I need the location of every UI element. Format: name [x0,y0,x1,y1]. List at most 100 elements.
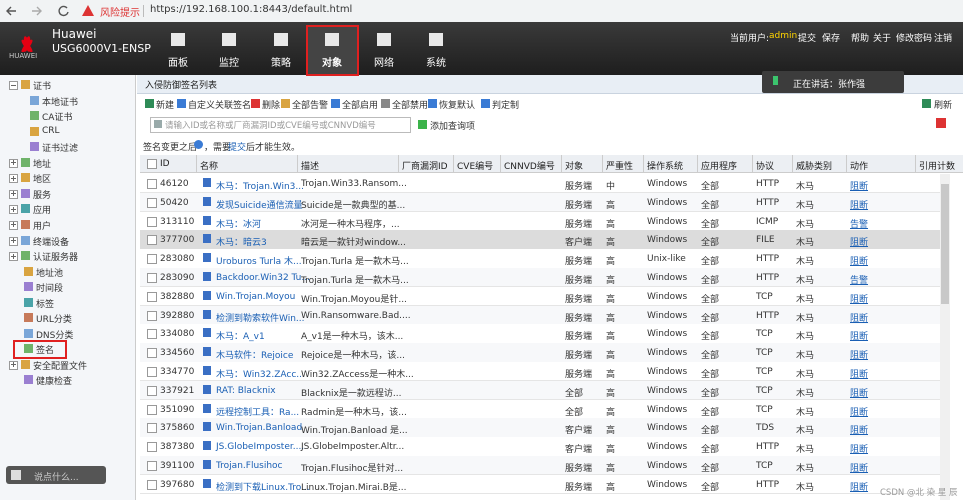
help-icon[interactable] [194,140,203,149]
search-placeholder[interactable]: 请输入ID或名称或厂商漏洞ID或CVE编号或CNNVD编号 [165,121,376,131]
table-row[interactable] [140,192,940,212]
column-header[interactable]: 动作 [850,162,869,172]
tree-label[interactable]: URL分类 [36,315,72,326]
table-row[interactable] [140,286,940,306]
table-row[interactable] [140,211,940,231]
table-row[interactable] [140,343,940,362]
chat-box[interactable] [6,466,106,484]
tree-label[interactable]: 地址池 [36,268,64,279]
add-query[interactable]: 添加查询项 [430,122,476,132]
url[interactable]: https://192.168.100.1:8443/default.html [150,4,353,15]
column-header[interactable]: CNNVD编号 [504,162,555,172]
row-checkbox[interactable] [147,254,157,265]
toolbar-icon[interactable] [381,99,390,108]
column-header[interactable]: 描述 [301,162,320,172]
toolbar-button[interactable]: 全部启用 [342,101,379,111]
cell-name[interactable]: JS.GlobeImposter.... [216,442,305,453]
table-row[interactable] [140,249,940,268]
column-header[interactable]: 严重性 [606,162,634,172]
nav-label[interactable]: 网络 [374,58,394,69]
tree-label[interactable]: 应用 [33,206,52,217]
toolbar-icon[interactable] [177,99,186,108]
table-row[interactable] [140,474,940,494]
row-checkbox[interactable] [147,385,157,396]
cell-action[interactable]: 阻断 [850,257,869,268]
row-checkbox[interactable] [147,216,157,227]
column-header[interactable]: 名称 [200,162,219,172]
row-checkbox[interactable] [147,442,157,453]
row-checkbox[interactable] [147,179,157,189]
cell-name[interactable]: 木马：A_v1 [216,332,265,343]
column-header[interactable]: 厂商漏洞ID [402,162,448,172]
row-checkbox[interactable] [147,197,157,208]
tree-label[interactable]: 地址 [33,159,52,170]
tree-label[interactable]: 签名 [36,346,55,357]
cell-name[interactable]: 木马软件：Rejoice [216,351,294,362]
cell-action[interactable]: 阻断 [850,332,869,343]
nav-icon[interactable] [377,33,391,46]
table-row[interactable] [140,305,940,325]
header-link[interactable]: 修改密码 [896,34,933,44]
column-header[interactable]: 协议 [756,162,775,172]
cell-name[interactable]: 木马：暗云3 [216,238,267,249]
row-checkbox[interactable] [147,291,157,302]
cell-action[interactable]: 阻断 [850,426,869,437]
toolbar-icon[interactable] [145,99,154,108]
risk-warning[interactable]: 风险提示 [100,8,140,19]
cell-name[interactable]: 木马：冰河 [216,219,262,230]
cell-name[interactable]: Trojan.Flusihoc [216,461,283,471]
tree-label[interactable]: 安全配置文件 [33,361,88,372]
cell-name[interactable]: 木马：Win32.ZAcc... [216,370,305,380]
table-row[interactable] [140,324,940,344]
cell-action[interactable]: 告警 [850,276,869,286]
cell-action[interactable]: 告警 [850,219,869,230]
tree-label[interactable]: 服务 [33,190,52,201]
cell-name[interactable]: 检测到勒索软件Win... [216,313,305,324]
tree-label[interactable]: 认证服务器 [33,253,79,264]
table-row[interactable] [140,456,940,475]
tree-label[interactable]: 终端设备 [33,237,70,248]
row-checkbox[interactable] [147,235,157,246]
cell-name[interactable]: Win.Trojan.Moyou [216,291,296,302]
row-checkbox[interactable] [147,367,157,377]
cell-name[interactable]: 木马：Trojan.Win3... [216,182,304,192]
row-checkbox[interactable] [147,461,157,471]
search-input[interactable] [150,117,411,133]
cell-action[interactable]: 阻断 [850,294,869,305]
header-link[interactable]: 帮助 [851,34,870,44]
toolbar-icon[interactable] [481,99,490,108]
tree-label[interactable]: DNS分类 [36,330,74,341]
cell-name[interactable]: Backdoor.Win32 Tu... [216,273,310,283]
tree-label[interactable]: 标签 [36,299,55,310]
add-icon[interactable] [418,120,427,129]
scroll-thumb[interactable] [941,184,949,304]
nav-icon[interactable] [171,33,185,46]
cell-action[interactable]: 阻断 [850,445,869,456]
table-row[interactable] [140,174,940,193]
cell-action[interactable]: 阻断 [850,482,869,493]
tree-label[interactable]: 时间段 [36,284,64,295]
header-link[interactable]: 关于 [873,34,892,44]
tree-label[interactable]: CRL [42,125,60,136]
table-row-selected[interactable] [140,230,940,250]
row-checkbox[interactable] [147,329,157,340]
toolbar-button[interactable]: 全部禁用 [392,101,429,111]
nav-icon[interactable] [429,33,443,46]
nav-icon[interactable] [325,33,339,46]
nav-label[interactable]: 对象 [322,58,342,69]
row-checkbox[interactable] [147,310,157,321]
cell-name[interactable]: 检测到下载Linux.Tro... [216,482,310,493]
toolbar-button[interactable]: 自定义关联签名 [188,101,252,111]
cell-name[interactable]: Uroburos Turla 木... [216,257,302,268]
clear-search[interactable] [936,118,946,128]
row-checkbox[interactable] [147,479,157,490]
column-header[interactable]: ID [160,159,170,169]
table-row[interactable] [140,268,940,287]
tree-label[interactable]: CA证书 [42,113,73,124]
refresh-icon[interactable] [922,99,931,108]
table-row[interactable] [140,362,940,381]
table-row[interactable] [140,418,940,438]
toolbar-button[interactable]: 新建 [156,101,175,111]
header-link[interactable]: 注销 [934,34,953,44]
cell-action[interactable]: 阻断 [850,182,869,192]
